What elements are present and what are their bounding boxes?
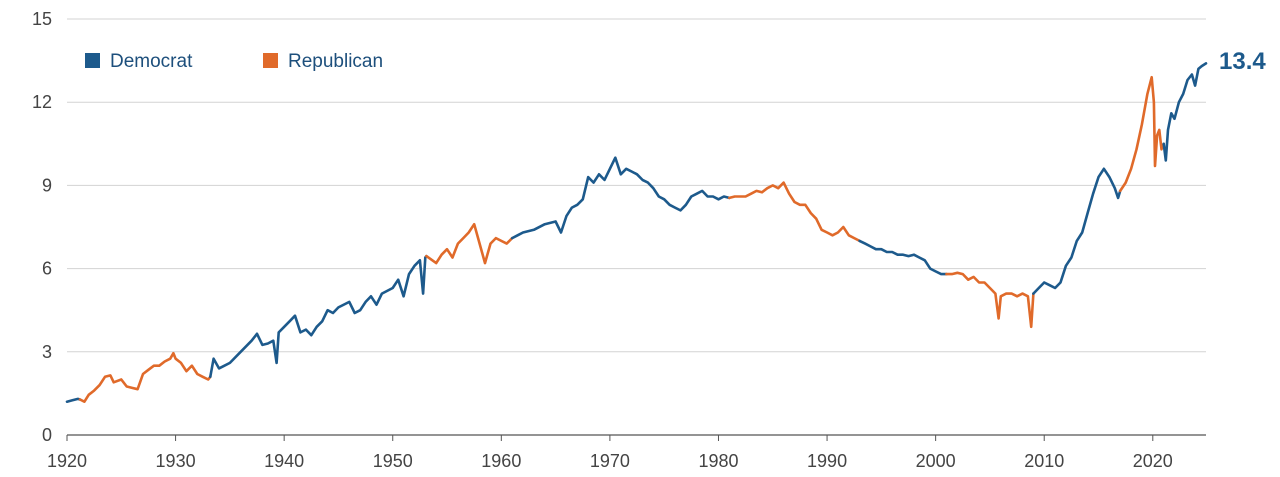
series-line-democrat xyxy=(209,254,428,379)
x-tick-label: 1990 xyxy=(807,451,847,471)
x-tick-label: 2010 xyxy=(1024,451,1064,471)
legend-label-democrat: Democrat xyxy=(110,51,193,72)
x-tick-label: 1920 xyxy=(47,451,87,471)
x-tick-label: 2000 xyxy=(916,451,956,471)
series-lines xyxy=(65,62,1208,403)
y-tick-label: 6 xyxy=(42,259,52,279)
series-line-democrat xyxy=(510,156,731,240)
series-line-republican xyxy=(728,181,861,243)
x-tick-label: 1980 xyxy=(698,451,738,471)
y-tick-label: 12 xyxy=(32,92,52,112)
gridlines xyxy=(67,18,1206,353)
series-line-republican xyxy=(1118,75,1165,193)
y-tick-label: 3 xyxy=(42,342,52,362)
end-value-label: 13.4 xyxy=(1219,48,1266,75)
series-line-republican xyxy=(945,271,1035,329)
y-tick-label: 15 xyxy=(32,9,52,29)
series-line-democrat xyxy=(858,239,948,276)
y-axis: 0 3 6 9 12 15 xyxy=(32,9,52,445)
legend: Democrat Republican xyxy=(85,51,383,72)
legend-swatch-democrat xyxy=(85,53,100,68)
x-tick-label: 1940 xyxy=(264,451,304,471)
x-tick-label: 1930 xyxy=(156,451,196,471)
x-axis: 1920 1930 1940 1950 1960 1970 1980 1990 2000 2010… xyxy=(47,434,1206,471)
series-line-democrat xyxy=(1032,167,1122,295)
y-tick-label: 9 xyxy=(42,175,52,195)
x-tick-label: 1970 xyxy=(590,451,630,471)
series-line-democrat xyxy=(1162,62,1208,162)
series-line-democrat xyxy=(65,397,82,403)
y-tick-label: 0 xyxy=(42,425,52,445)
x-tick-label: 1960 xyxy=(481,451,521,471)
series-line-republican xyxy=(78,351,212,403)
legend-label-republican: Republican xyxy=(288,51,383,72)
x-tick-label: 2020 xyxy=(1133,451,1173,471)
legend-swatch-republican xyxy=(263,53,278,68)
series-line-republican xyxy=(425,222,514,265)
x-tick-label: 1950 xyxy=(373,451,413,471)
